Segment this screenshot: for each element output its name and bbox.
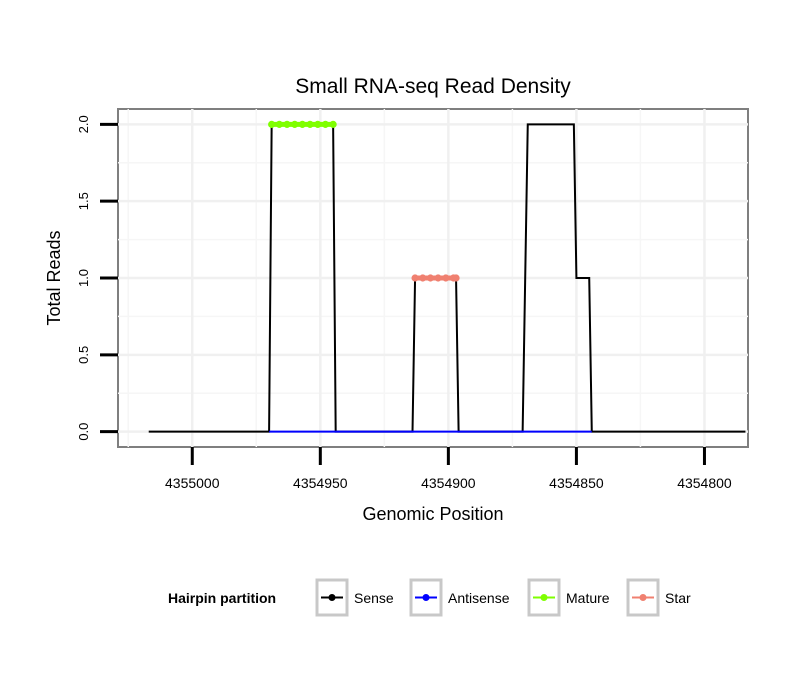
legend-label-star: Star xyxy=(665,590,691,606)
legend: Hairpin partition Sense Antisense Mature St… xyxy=(168,578,691,617)
y-tick-label: 2.0 xyxy=(76,115,91,133)
data-point-star xyxy=(426,274,435,282)
y-tick-label: 1.5 xyxy=(76,192,91,210)
legend-title: Hairpin partition xyxy=(168,590,276,606)
data-point-mature xyxy=(268,120,276,128)
legend-marker-sense xyxy=(328,594,336,601)
data-point-mature xyxy=(329,120,337,128)
data-point-mature xyxy=(321,120,330,128)
y-axis: 0.0 0.5 1.0 1.5 2.0 xyxy=(76,115,118,441)
data-point-mature xyxy=(291,120,299,128)
data-point-star xyxy=(419,274,427,282)
legend-marker-star xyxy=(639,594,647,601)
x-tick-label: 4354800 xyxy=(677,475,732,491)
data-point-star xyxy=(452,274,460,282)
y-tick-label: 0.5 xyxy=(76,346,91,364)
data-point-mature xyxy=(298,120,306,128)
legend-label-mature: Mature xyxy=(566,590,610,606)
data-point-mature xyxy=(275,120,283,128)
x-axis: 4355000 4354950 4354900 4354850 4354800 xyxy=(165,447,732,491)
x-tick-label: 4354950 xyxy=(293,475,348,491)
y-tick-label: 1.0 xyxy=(76,269,91,287)
x-tick-label: 4354900 xyxy=(421,475,476,491)
legend-label-sense: Sense xyxy=(354,590,394,606)
chart-title: Small RNA-seq Read Density xyxy=(295,75,571,98)
legend-label-antisense: Antisense xyxy=(448,590,510,606)
legend-marker-mature xyxy=(540,594,548,601)
data-point-mature xyxy=(306,120,314,128)
y-axis-label: Total Reads xyxy=(44,230,64,325)
legend-marker-antisense xyxy=(422,594,430,601)
data-point-star xyxy=(434,274,442,282)
x-tick-label: 4354850 xyxy=(549,475,604,491)
x-axis-label: Genomic Position xyxy=(362,504,503,524)
x-tick-label: 4355000 xyxy=(165,475,220,491)
data-point-mature xyxy=(314,120,322,128)
data-point-star xyxy=(411,274,419,282)
y-tick-label: 0.0 xyxy=(76,423,91,441)
data-point-mature xyxy=(283,120,291,128)
series-layer xyxy=(148,120,746,433)
data-point-star xyxy=(442,274,450,282)
